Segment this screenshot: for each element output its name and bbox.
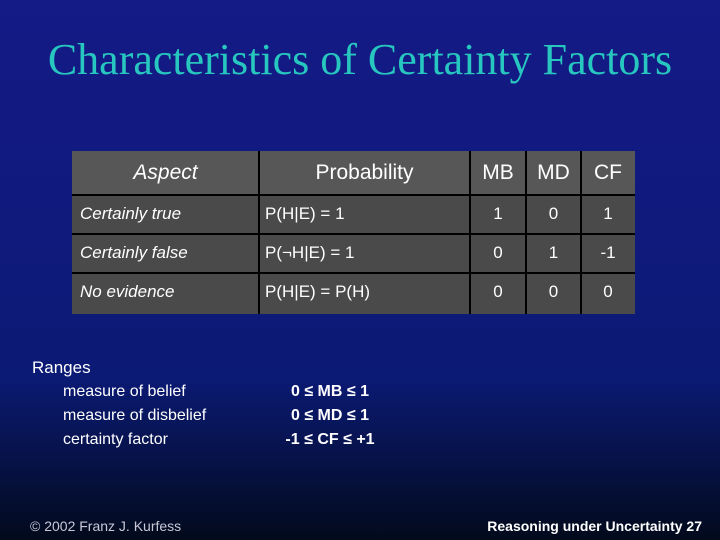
- section-footer: Reasoning under Uncertainty 27: [487, 518, 702, 534]
- row-probability-cell: P(H|E) = 1: [265, 204, 345, 223]
- table-divider: [72, 233, 635, 235]
- slide-title: Characteristics of Certainty Factors: [47, 35, 673, 84]
- range-label: certainty factor: [63, 431, 168, 448]
- range-value: 0 ≤ MD ≤ 1: [290, 407, 370, 424]
- copyright-footer: © 2002 Franz J. Kurfess: [30, 518, 182, 534]
- header-aspect: Aspect: [72, 151, 259, 195]
- row-md-cell: 0: [548, 204, 559, 223]
- table-row: [72, 234, 635, 272]
- table-row: [72, 273, 635, 314]
- table-divider: [258, 151, 260, 314]
- range-label: measure of disbelief: [63, 407, 207, 424]
- row-aspect-cell: Certainly true: [80, 204, 182, 223]
- table-divider: [469, 151, 471, 314]
- certainty-factors-table: Aspect Probability MB MD CF Certainly tr…: [72, 151, 635, 314]
- row-cf-cell: -1: [600, 243, 616, 262]
- row-probability-cell: P(H|E) = P(H): [265, 282, 371, 301]
- table-divider: [72, 194, 635, 196]
- row-mb-cell: 0: [493, 243, 503, 262]
- range-value: 0 ≤ MB ≤ 1: [290, 383, 370, 400]
- ranges-heading: Ranges: [32, 358, 91, 377]
- table-row: [72, 195, 635, 233]
- range-value: -1 ≤ CF ≤ +1: [285, 431, 375, 448]
- range-label: measure of belief: [63, 383, 186, 400]
- row-cf-cell: 1: [603, 204, 613, 223]
- row-mb-cell: 0: [493, 282, 503, 301]
- row-mb-cell: 1: [493, 204, 503, 223]
- row-md-cell: 1: [548, 243, 559, 262]
- header-md: MD: [526, 151, 581, 195]
- table-divider: [580, 151, 582, 314]
- row-aspect-cell: Certainly false: [80, 243, 188, 262]
- row-cf-cell: 0: [603, 282, 613, 301]
- row-aspect-cell: No evidence: [80, 282, 175, 301]
- row-probability-cell: P(¬H|E) = 1: [265, 243, 355, 262]
- header-cf: CF: [581, 151, 635, 195]
- header-probability: Probability: [259, 151, 470, 195]
- row-md-cell: 0: [548, 282, 559, 301]
- table-divider: [525, 151, 527, 314]
- table-divider: [72, 272, 635, 274]
- header-mb: MB: [470, 151, 526, 195]
